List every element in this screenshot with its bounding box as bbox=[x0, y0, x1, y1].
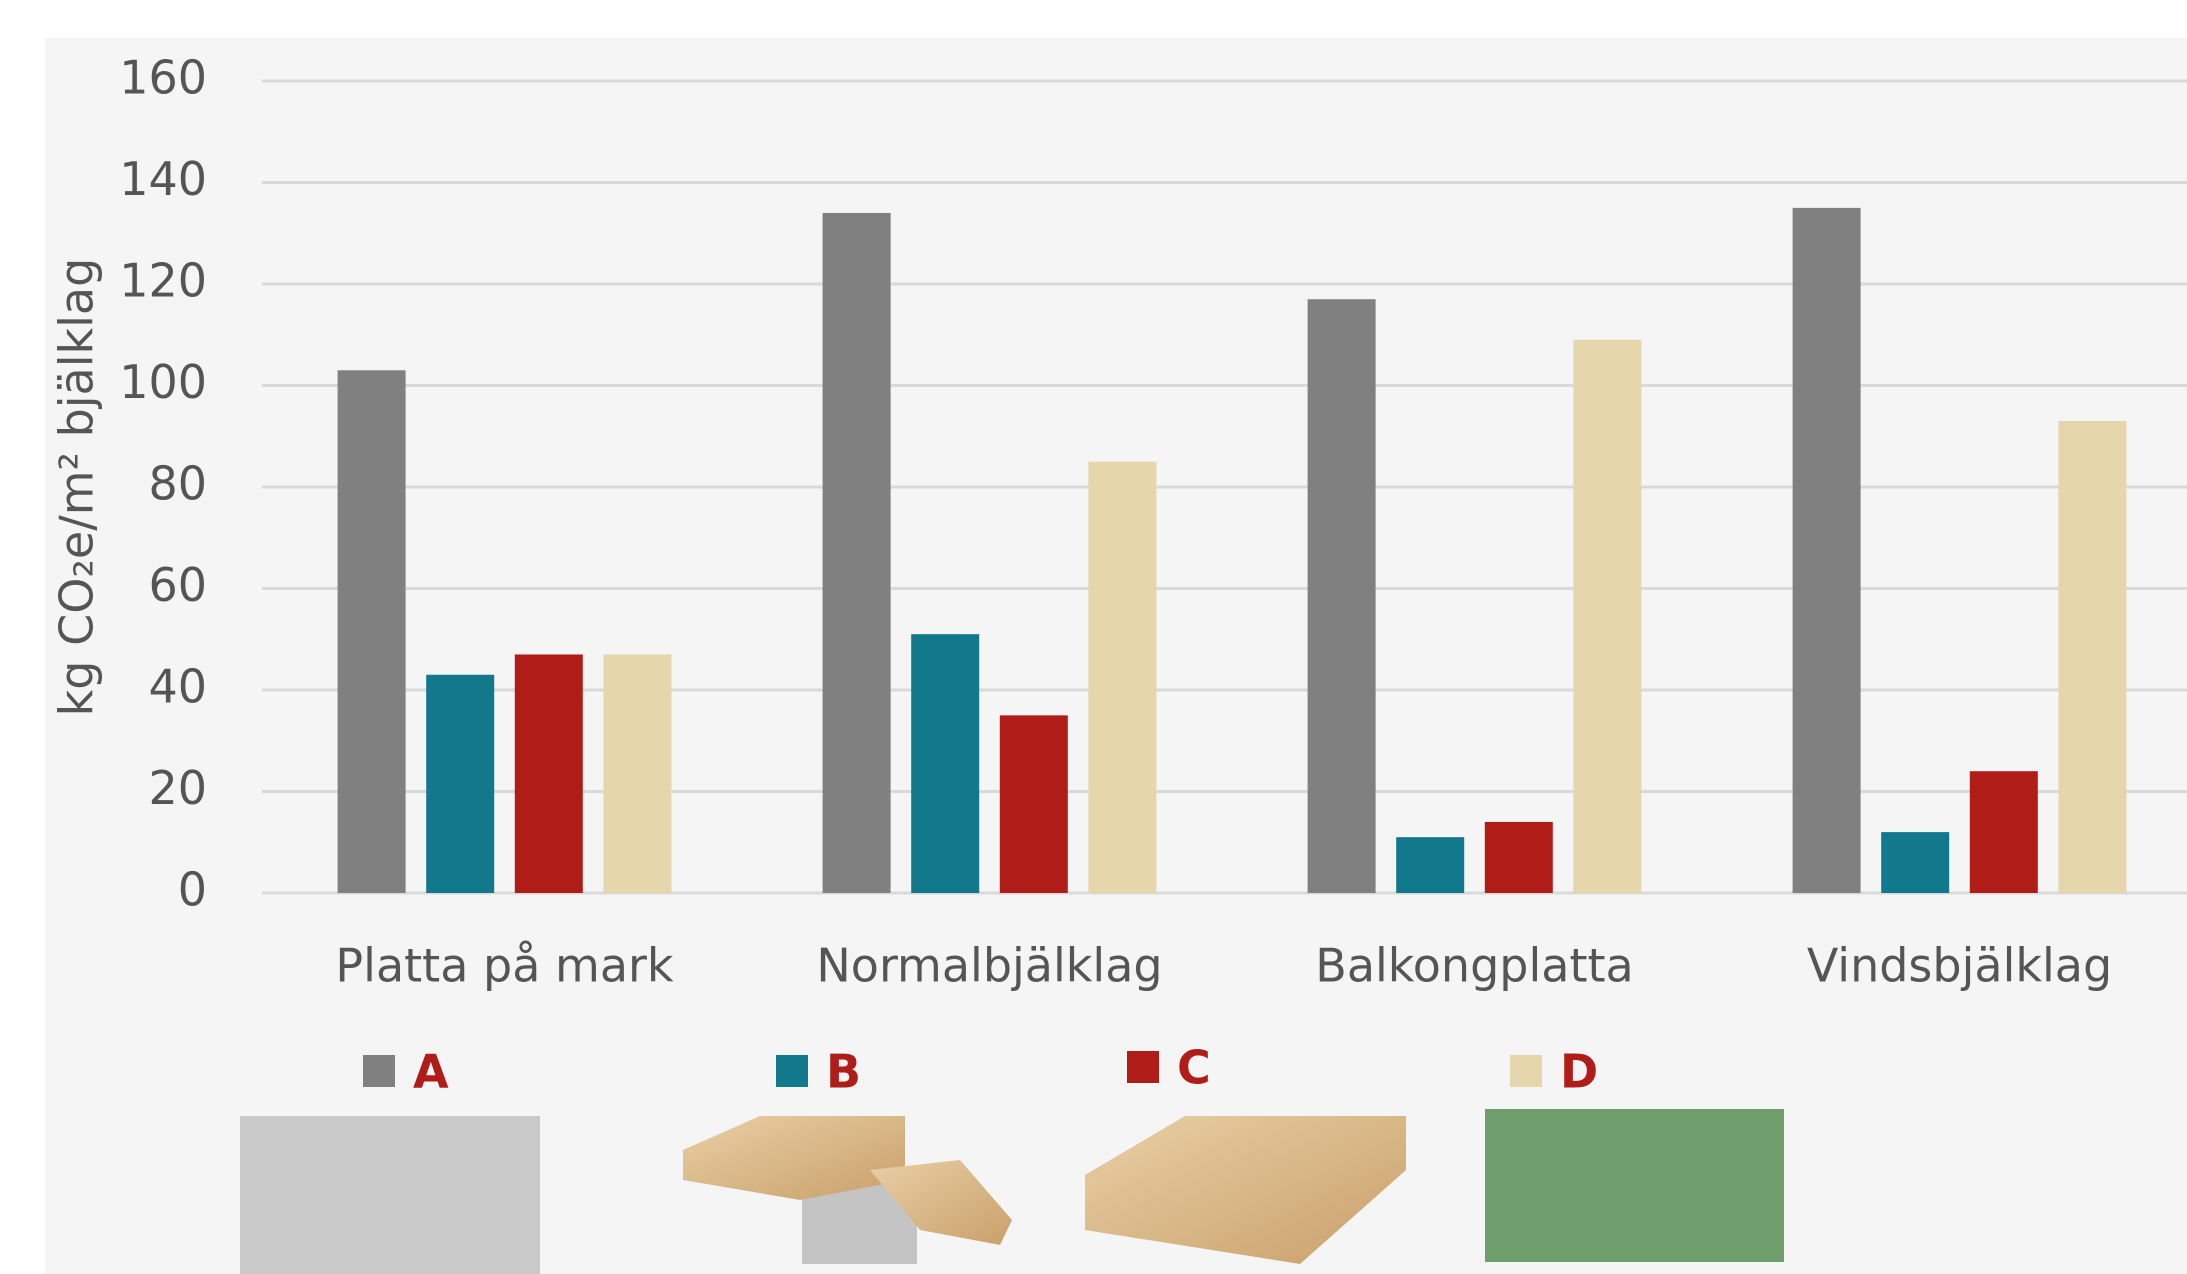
legend-swatch bbox=[1127, 1051, 1159, 1083]
legend-label: D bbox=[1560, 1045, 1598, 1099]
legend-label: A bbox=[413, 1045, 449, 1099]
wood-image bbox=[683, 1116, 905, 1200]
concrete-image bbox=[240, 1116, 540, 1274]
wood-image bbox=[1085, 1116, 1406, 1264]
material-images bbox=[240, 1109, 1784, 1274]
legend-swatch bbox=[363, 1055, 395, 1087]
bar bbox=[1484, 821, 1553, 893]
bar bbox=[514, 654, 583, 893]
board-image bbox=[1485, 1109, 1784, 1262]
bar bbox=[911, 634, 980, 893]
bar bbox=[1792, 207, 1861, 893]
bar bbox=[999, 715, 1068, 893]
legend-swatch bbox=[1510, 1055, 1542, 1087]
bar bbox=[1573, 339, 1642, 893]
y-tick-label: 80 bbox=[148, 457, 207, 511]
y-tick-label: 60 bbox=[148, 558, 207, 612]
y-tick-label: 20 bbox=[148, 761, 207, 815]
bar bbox=[337, 370, 406, 893]
y-tick-label: 40 bbox=[148, 660, 207, 714]
x-tick-label: Balkongplatta bbox=[1315, 939, 1633, 993]
bar bbox=[1307, 299, 1376, 894]
bar bbox=[1088, 461, 1157, 893]
bar bbox=[1396, 837, 1465, 893]
y-tick-label: 120 bbox=[119, 254, 207, 308]
bar bbox=[603, 654, 672, 893]
legend-swatch bbox=[776, 1055, 808, 1087]
bar bbox=[822, 212, 891, 893]
x-tick-label: Vindsbjälklag bbox=[1807, 939, 2112, 993]
legend-label: C bbox=[1177, 1041, 1211, 1095]
legend-label: B bbox=[826, 1045, 861, 1099]
y-tick-label: 0 bbox=[178, 863, 207, 917]
wood-image bbox=[870, 1160, 1012, 1245]
y-tick-label: 100 bbox=[119, 355, 207, 409]
bar bbox=[1881, 832, 1950, 893]
bar bbox=[426, 674, 495, 893]
y-axis-label: kg CO₂e/m² bjälklag bbox=[50, 258, 104, 717]
bar bbox=[2058, 421, 2127, 893]
y-tick-label: 160 bbox=[119, 51, 207, 105]
x-tick-label: Normalbjälklag bbox=[816, 939, 1162, 993]
bar bbox=[1969, 771, 2038, 893]
y-tick-label: 140 bbox=[119, 152, 207, 206]
x-tick-label: Platta på mark bbox=[335, 939, 674, 993]
